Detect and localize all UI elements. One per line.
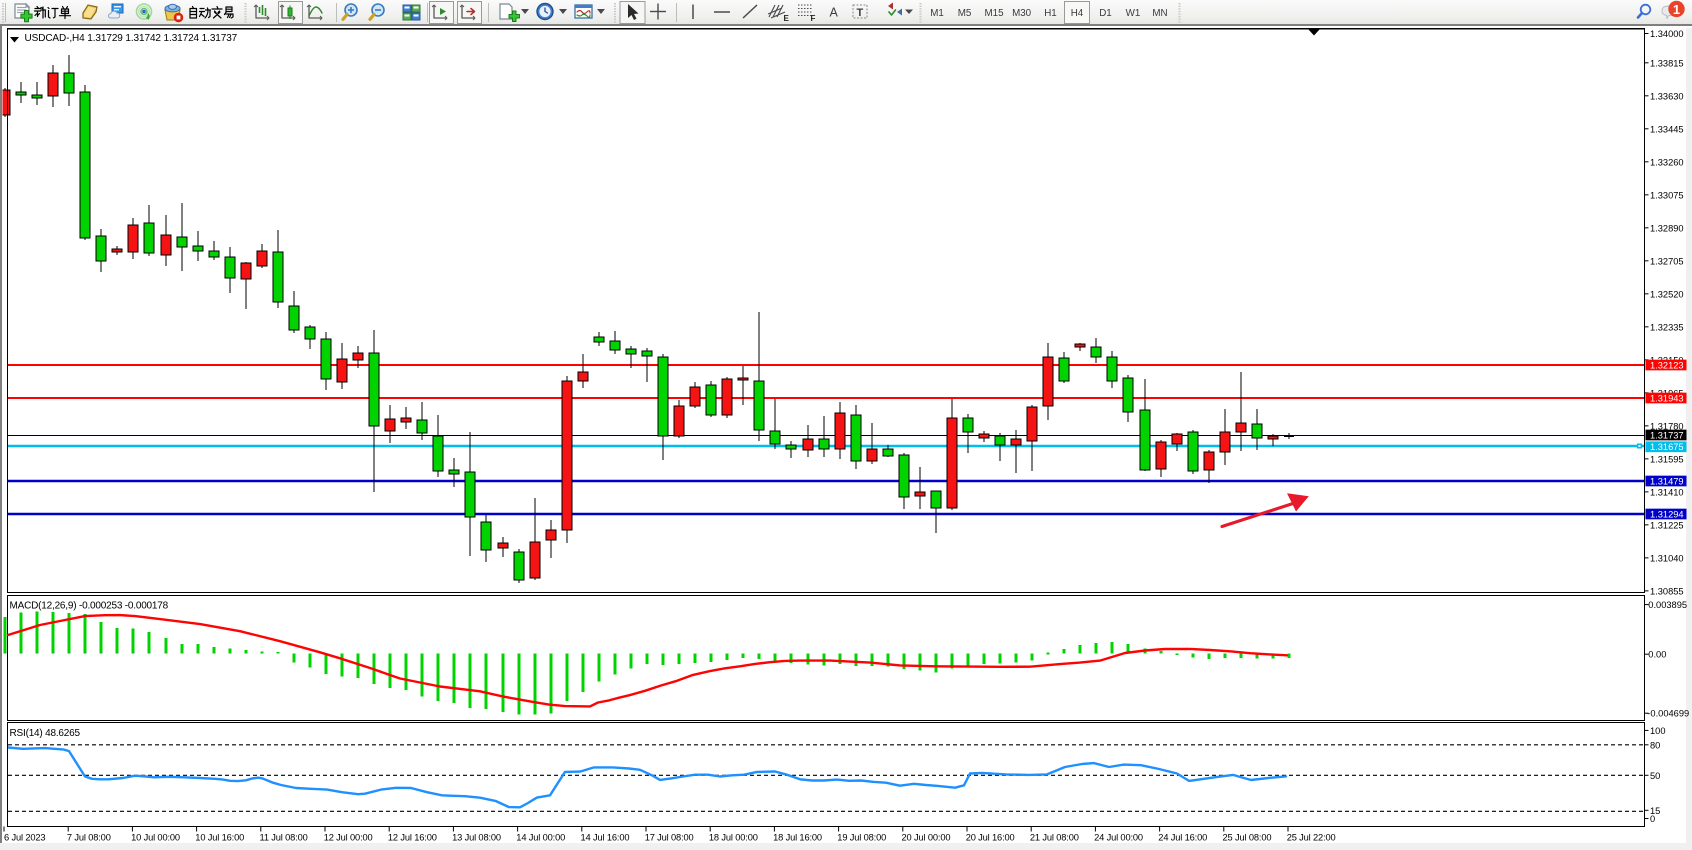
svg-text:0: 0 <box>1650 814 1655 824</box>
svg-text:1.32123: 1.32123 <box>1650 360 1684 370</box>
svg-text:19 Jul 08:00: 19 Jul 08:00 <box>837 833 886 843</box>
svg-text:M15: M15 <box>984 8 1004 19</box>
svg-text:1.31225: 1.31225 <box>1650 520 1684 530</box>
svg-text:USDCAD-,H4 1.31729 1.31742 1.: USDCAD-,H4 1.31729 1.31742 1.31724 1.317… <box>25 33 238 44</box>
svg-text:1.31595: 1.31595 <box>1650 454 1684 464</box>
svg-text:F: F <box>811 14 816 23</box>
svg-text:1.31737: 1.31737 <box>1650 430 1684 440</box>
svg-text:M5: M5 <box>958 8 972 19</box>
svg-text:MACD(12,26,9) -0.000253 -0.000: MACD(12,26,9) -0.000253 -0.000178 <box>10 601 169 612</box>
svg-text:1.31410: 1.31410 <box>1650 487 1684 497</box>
svg-text:15: 15 <box>1650 806 1660 816</box>
svg-text:1.33815: 1.33815 <box>1650 58 1684 68</box>
svg-text:1.32520: 1.32520 <box>1650 289 1684 299</box>
svg-text:MN: MN <box>1152 8 1167 19</box>
svg-text:RSI(14) 48.6265: RSI(14) 48.6265 <box>10 728 81 739</box>
svg-text:1.32335: 1.32335 <box>1650 322 1684 332</box>
svg-text:50: 50 <box>1650 771 1660 781</box>
svg-text:7 Jul 08:00: 7 Jul 08:00 <box>67 833 111 843</box>
svg-text:1: 1 <box>1673 2 1680 17</box>
svg-text:A: A <box>830 6 839 20</box>
svg-text:1.31040: 1.31040 <box>1650 553 1684 563</box>
svg-text:100: 100 <box>1650 726 1666 736</box>
svg-text:13 Jul 08:00: 13 Jul 08:00 <box>452 833 501 843</box>
svg-text:18 Jul 16:00: 18 Jul 16:00 <box>773 833 822 843</box>
svg-text:M1: M1 <box>930 8 944 19</box>
svg-text:T: T <box>857 7 864 19</box>
svg-text:24 Jul 16:00: 24 Jul 16:00 <box>1158 833 1207 843</box>
svg-text:25 Jul 08:00: 25 Jul 08:00 <box>1223 833 1272 843</box>
svg-text:1.31479: 1.31479 <box>1650 476 1684 486</box>
svg-text:21 Jul 08:00: 21 Jul 08:00 <box>1030 833 1079 843</box>
svg-text:1.33260: 1.33260 <box>1650 157 1684 167</box>
svg-text:H4: H4 <box>1071 8 1084 19</box>
svg-text:1.32890: 1.32890 <box>1650 223 1684 233</box>
svg-text:12 Jul 16:00: 12 Jul 16:00 <box>388 833 437 843</box>
svg-text:W1: W1 <box>1126 8 1141 19</box>
svg-text:0.00: 0.00 <box>1648 650 1666 660</box>
svg-text:1.33445: 1.33445 <box>1650 124 1684 134</box>
svg-text:18 Jul 00:00: 18 Jul 00:00 <box>709 833 758 843</box>
svg-text:1.34000: 1.34000 <box>1650 29 1684 39</box>
svg-text:1.31675: 1.31675 <box>1650 442 1684 452</box>
svg-text:12 Jul 00:00: 12 Jul 00:00 <box>324 833 373 843</box>
svg-text:1.31780: 1.31780 <box>1650 421 1684 431</box>
svg-text:14 Jul 16:00: 14 Jul 16:00 <box>581 833 630 843</box>
svg-text:20 Jul 00:00: 20 Jul 00:00 <box>902 833 951 843</box>
svg-text:1.33075: 1.33075 <box>1650 190 1684 200</box>
svg-text:1.33630: 1.33630 <box>1650 91 1684 101</box>
svg-text:1.32705: 1.32705 <box>1650 256 1684 266</box>
svg-text:1.31943: 1.31943 <box>1650 393 1684 403</box>
svg-text:25 Jul 22:00: 25 Jul 22:00 <box>1287 833 1336 843</box>
svg-text:M30: M30 <box>1012 8 1032 19</box>
svg-text:10 Jul 16:00: 10 Jul 16:00 <box>195 833 244 843</box>
svg-text:80: 80 <box>1650 740 1660 750</box>
svg-text:E: E <box>784 14 790 23</box>
svg-text:10 Jul 00:00: 10 Jul 00:00 <box>131 833 180 843</box>
svg-text:20 Jul 16:00: 20 Jul 16:00 <box>966 833 1015 843</box>
svg-text:6 Jul 2023: 6 Jul 2023 <box>4 833 45 843</box>
svg-text:0.003895: 0.003895 <box>1648 600 1687 610</box>
svg-text:-0.004699: -0.004699 <box>1647 709 1689 719</box>
svg-text:11 Jul 08:00: 11 Jul 08:00 <box>260 833 308 843</box>
svg-text:1.31294: 1.31294 <box>1650 509 1684 519</box>
svg-text:14 Jul 00:00: 14 Jul 00:00 <box>516 833 565 843</box>
svg-text:1.30855: 1.30855 <box>1650 586 1684 596</box>
svg-text:H1: H1 <box>1044 8 1057 19</box>
svg-text:17 Jul 08:00: 17 Jul 08:00 <box>645 833 694 843</box>
svg-text:D1: D1 <box>1099 8 1112 19</box>
svg-text:24 Jul 00:00: 24 Jul 00:00 <box>1094 833 1143 843</box>
